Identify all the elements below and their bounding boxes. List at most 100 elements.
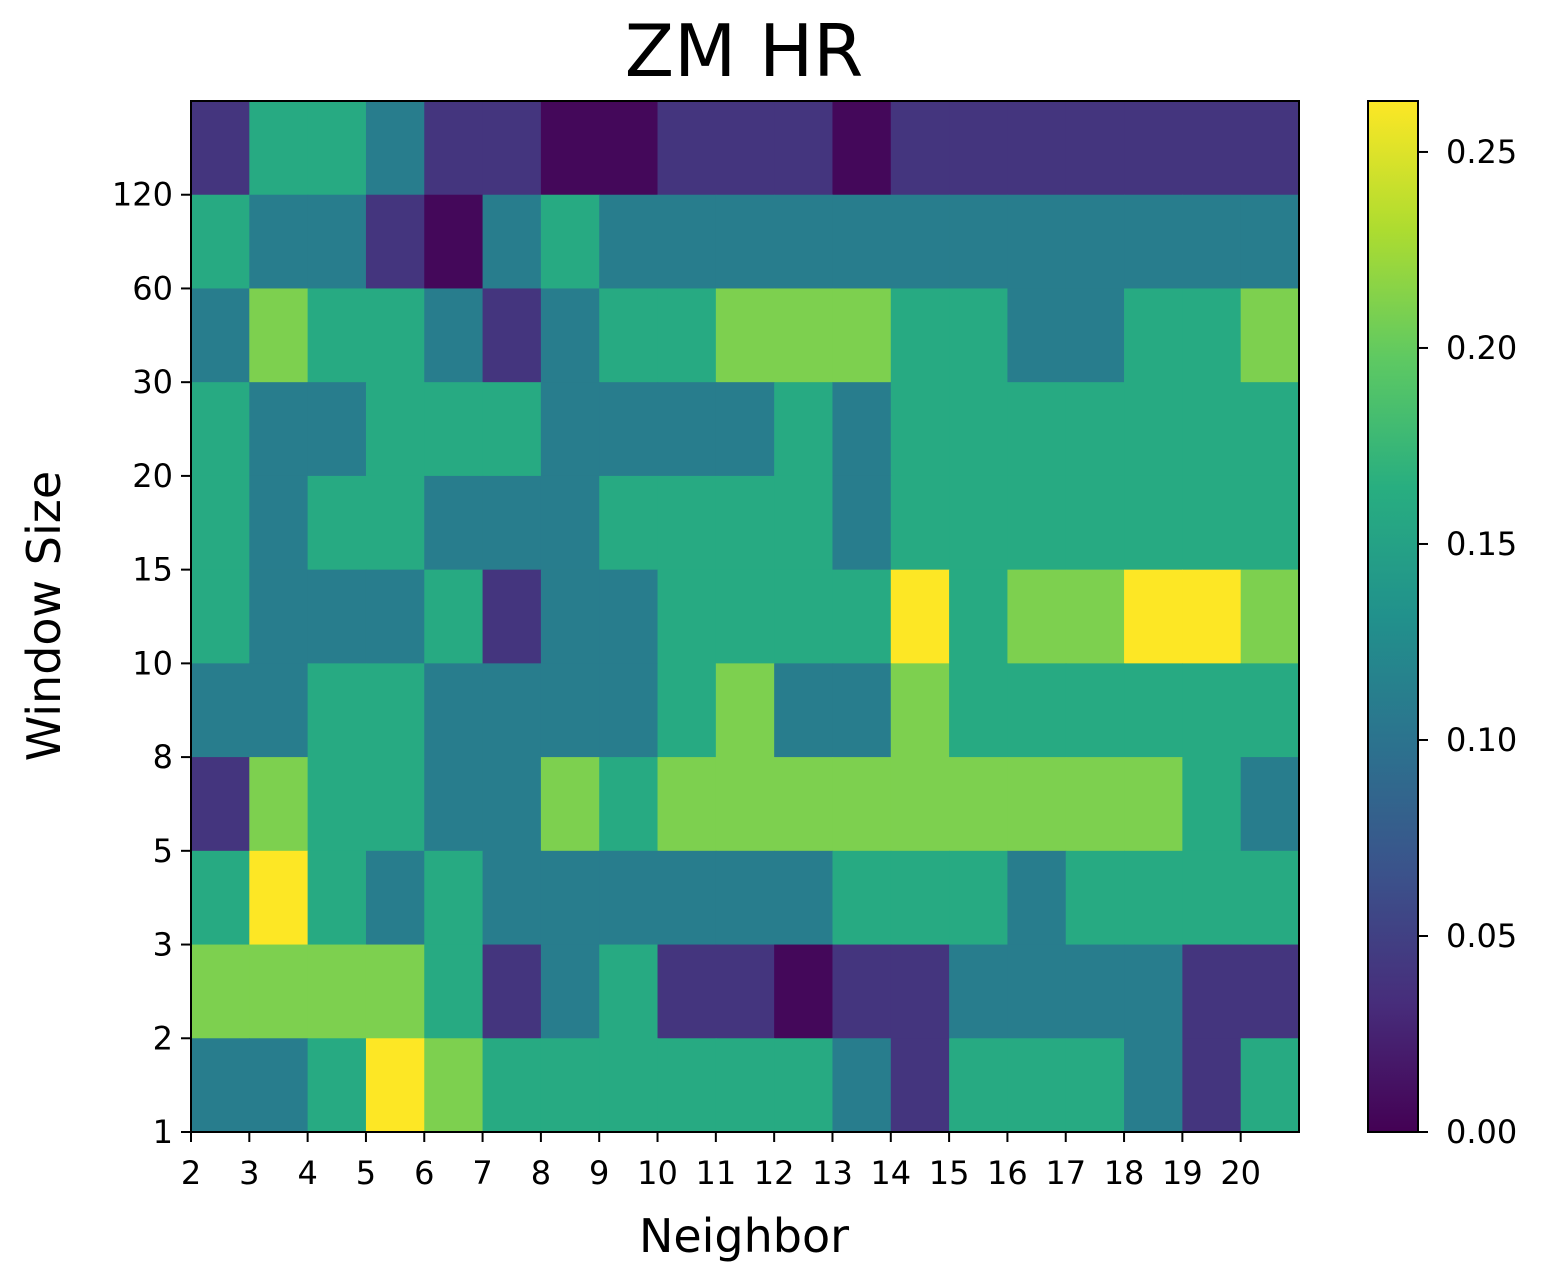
heatmap-cell: [1182, 194, 1242, 290]
heatmap-cell: [365, 944, 425, 1039]
heatmap-cell: [365, 288, 425, 383]
heatmap-cell: [424, 101, 484, 196]
heatmap-cell: [890, 850, 950, 946]
heatmap-cell: [191, 850, 250, 946]
x-tick-label: 14: [870, 1154, 911, 1192]
heatmap-cell: [1065, 757, 1125, 852]
heatmap-cell: [599, 1038, 659, 1133]
heatmap-cell: [1007, 1038, 1067, 1133]
heatmap-cell: [249, 101, 309, 196]
heatmap-cell: [890, 663, 950, 758]
heatmap-cell: [540, 101, 600, 196]
heatmap-cell: [774, 944, 834, 1039]
heatmap-cell: [307, 757, 367, 852]
heatmap-cell: [657, 288, 717, 383]
heatmap-cell: [1065, 101, 1125, 196]
heatmap-cell: [482, 569, 542, 664]
heatmap-cell: [832, 194, 892, 290]
heatmap-cell: [774, 850, 834, 946]
y-tick-label: 120: [112, 176, 173, 214]
heatmap-cell: [657, 850, 717, 946]
x-tick-label: 11: [695, 1154, 736, 1192]
heatmap-cell: [249, 382, 309, 477]
heatmap-cell: [599, 757, 659, 852]
heatmap-cell: [890, 1038, 950, 1133]
heatmap-cell: [1240, 475, 1300, 571]
heatmap-cell: [191, 288, 250, 383]
heatmap-cell: [1007, 288, 1067, 383]
heatmap-cell: [1124, 101, 1183, 196]
heatmap-cell: [191, 944, 250, 1039]
heatmap-cell: [307, 1038, 367, 1133]
heatmap-cell: [715, 382, 775, 477]
heatmap-cell: [774, 101, 834, 196]
y-tick-label: 2: [153, 1019, 173, 1057]
heatmap-cell: [191, 757, 250, 852]
heatmap-cell: [307, 850, 367, 946]
y-tick-label: 3: [153, 926, 173, 964]
heatmap-cell: [424, 944, 484, 1039]
heatmap-cell: [424, 194, 484, 290]
heatmap-cell: [365, 101, 425, 196]
heatmap-cell: [1240, 288, 1300, 383]
heatmap-cell: [657, 1038, 717, 1133]
heatmap-cell: [1065, 288, 1125, 383]
heatmap-cell: [365, 663, 425, 758]
y-tick-label: 15: [132, 551, 173, 589]
heatmap-cell: [832, 569, 892, 664]
heatmap-cell: [1124, 1038, 1183, 1133]
heatmap-cell: [715, 663, 775, 758]
x-tick-label: 10: [637, 1154, 678, 1192]
heatmap-cell: [657, 757, 717, 852]
heatmap-cell: [599, 288, 659, 383]
heatmap-cell: [715, 757, 775, 852]
heatmap-cell: [1240, 382, 1300, 477]
heatmap-cell: [1240, 569, 1300, 664]
heatmap-cell: [949, 475, 1009, 571]
heatmap-cell: [949, 757, 1009, 852]
heatmap-cell: [1124, 944, 1183, 1039]
heatmap-cell: [832, 382, 892, 477]
x-axis: 2 3 4 5 6 7 8 9 10 11 12 13 14 15 16 17 18 19 20: [181, 1132, 1261, 1192]
heatmap-cell: [890, 288, 950, 383]
x-tick-label: 4: [297, 1154, 317, 1192]
heatmap-cell: [1065, 569, 1125, 664]
heatmap-cell: [1182, 101, 1242, 196]
heatmap-cell: [482, 382, 542, 477]
heatmap-cell: [657, 101, 717, 196]
heatmap-cell: [249, 475, 309, 571]
heatmap-cell: [1007, 850, 1067, 946]
heatmap-cell: [191, 101, 250, 196]
heatmap-cell: [832, 757, 892, 852]
heatmap-cell: [1182, 944, 1242, 1039]
heatmap-cell: [249, 850, 309, 946]
heatmap-cell: [1124, 382, 1183, 477]
heatmap-cell: [1240, 1038, 1300, 1133]
x-tick-label: 5: [356, 1154, 376, 1192]
x-tick-label: 15: [929, 1154, 970, 1192]
heatmap-cell: [715, 1038, 775, 1133]
heatmap-cell: [307, 944, 367, 1039]
heatmap-cell: [482, 194, 542, 290]
heatmap-cell: [657, 663, 717, 758]
heatmap-cell: [1240, 194, 1300, 290]
heatmap-cell: [599, 194, 659, 290]
heatmap-cell: [482, 101, 542, 196]
heatmap-cell: [1124, 288, 1183, 383]
heatmap-cell: [774, 288, 834, 383]
heatmap-cell: [715, 288, 775, 383]
heatmap-cell: [715, 569, 775, 664]
heatmap-cell: [832, 663, 892, 758]
heatmap-cell: [657, 569, 717, 664]
heatmap-cell: [249, 569, 309, 664]
heatmap-cell: [307, 475, 367, 571]
heatmap-cell: [949, 569, 1009, 664]
y-tick-label: 60: [132, 269, 173, 307]
heatmap-cell: [540, 569, 600, 664]
heatmap-cell: [540, 757, 600, 852]
heatmap-cell: [191, 663, 250, 758]
heatmap-cell: [1240, 101, 1300, 196]
heatmap-cell: [1124, 569, 1183, 664]
heatmap-cell: [949, 1038, 1009, 1133]
